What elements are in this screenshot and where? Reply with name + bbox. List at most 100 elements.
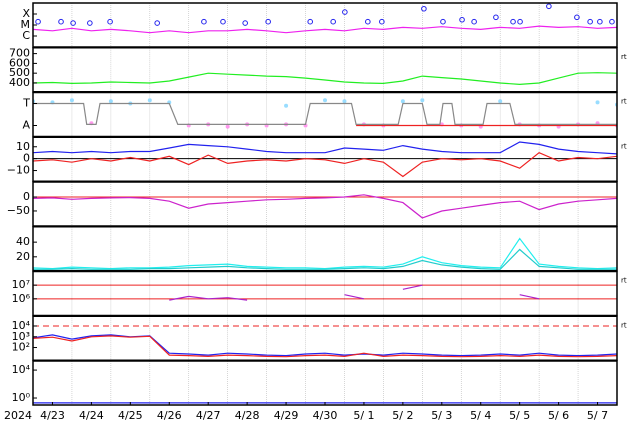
data-point — [108, 99, 113, 104]
flare-marker — [421, 5, 427, 12]
data-point — [420, 98, 425, 103]
data-point — [400, 99, 405, 104]
x-tick-label: 4/29 — [274, 409, 299, 422]
x-tick-label: 5/ 3 — [431, 409, 452, 422]
panel-plot — [33, 3, 617, 47]
panel-frame — [32, 360, 618, 406]
data-point — [595, 100, 600, 105]
y-tick-label: X — [22, 7, 30, 20]
panel-frame — [32, 270, 618, 317]
x-tick-label: 5/ 6 — [548, 409, 569, 422]
data-line — [519, 294, 540, 300]
right-label: rt — [621, 321, 627, 329]
x-tick-label: 4/28 — [235, 409, 260, 422]
flare-marker — [510, 18, 516, 25]
flare-marker — [440, 18, 446, 25]
panel-plot — [33, 271, 617, 316]
data-line — [402, 284, 423, 290]
data-line — [33, 152, 617, 178]
y-tick-label: 10⁰ — [12, 391, 31, 404]
flare-marker — [493, 14, 499, 21]
year-label: 2024 — [4, 409, 32, 422]
x-tick-label: 5/ 4 — [470, 409, 491, 422]
y-tick-label: −50 — [7, 204, 30, 217]
data-line — [33, 194, 617, 219]
data-line — [33, 334, 617, 357]
flare-marker — [35, 18, 41, 25]
flare-marker — [242, 20, 248, 26]
flare-marker — [587, 18, 593, 25]
flare-marker — [154, 20, 160, 26]
x-tick-label: 4/26 — [157, 409, 182, 422]
panel-plot — [33, 137, 617, 182]
y-tick-label: 0 — [23, 190, 30, 203]
data-line — [33, 248, 617, 270]
flare-marker — [546, 3, 552, 10]
data-point — [323, 98, 327, 103]
flare-marker — [459, 16, 465, 23]
data-line — [33, 335, 617, 358]
data-point — [342, 99, 347, 104]
y-tick-label: 10⁷ — [12, 278, 30, 291]
flare-marker — [574, 14, 580, 21]
flare-marker — [365, 18, 371, 25]
x-tick-label: 4/23 — [40, 409, 65, 422]
y-tick-label: 400 — [9, 76, 30, 89]
flare-marker — [220, 18, 226, 25]
x-tick-label: 5/ 2 — [392, 409, 413, 422]
x-tick-label: 5/ 5 — [509, 409, 530, 422]
panel-plot — [33, 226, 617, 271]
flare-marker — [70, 20, 76, 26]
panel-plot — [33, 361, 617, 405]
y-tick-label: 10⁶ — [12, 292, 31, 305]
data-line — [344, 294, 365, 300]
right-label: rt — [621, 142, 627, 150]
flare-marker — [87, 20, 93, 26]
y-tick-label: C — [22, 29, 30, 42]
y-tick-label: 10² — [12, 341, 30, 354]
x-tick-label: 4/30 — [313, 409, 338, 422]
panel-frame — [32, 47, 618, 93]
panel-plot — [33, 92, 617, 137]
flare-marker — [265, 18, 271, 25]
data-point — [284, 103, 289, 108]
data-point — [498, 99, 503, 104]
y-tick-label: 700 — [9, 47, 30, 60]
panel-frame — [32, 2, 618, 48]
y-tick-label: A — [22, 119, 30, 132]
panel-plot — [33, 182, 617, 226]
data-line — [33, 102, 617, 126]
y-tick-label: 500 — [9, 66, 30, 79]
x-tick-label: 4/25 — [118, 409, 143, 422]
y-tick-label: 10⁴ — [12, 319, 31, 332]
data-point — [147, 98, 152, 103]
right-label: rt — [621, 53, 627, 61]
x-tick-label: 5/ 7 — [587, 409, 608, 422]
flare-marker — [307, 18, 314, 25]
panel-frame — [32, 226, 618, 272]
data-line — [33, 141, 617, 155]
flare-marker — [517, 18, 523, 25]
y-tick-label: 40 — [16, 235, 30, 248]
data-line — [33, 237, 617, 270]
flare-marker — [471, 18, 477, 25]
flare-marker — [107, 18, 113, 25]
flare-marker — [609, 18, 615, 25]
data-point — [225, 124, 230, 129]
flare-marker — [58, 18, 64, 25]
data-point — [69, 98, 74, 103]
data-line — [33, 25, 617, 34]
data-line — [169, 295, 248, 301]
right-label: rt — [621, 98, 627, 106]
y-tick-label: −10 — [7, 164, 30, 177]
data-line — [33, 72, 617, 86]
panel-plot — [33, 47, 617, 92]
y-tick-label: 10³ — [12, 330, 30, 343]
x-tick-label: 4/27 — [196, 409, 221, 422]
y-tick-label: 10⁴ — [12, 363, 31, 376]
y-tick-label: T — [22, 97, 30, 110]
flare-marker — [330, 18, 336, 25]
right-label: rt — [621, 277, 627, 285]
y-tick-label: 0 — [23, 152, 30, 165]
